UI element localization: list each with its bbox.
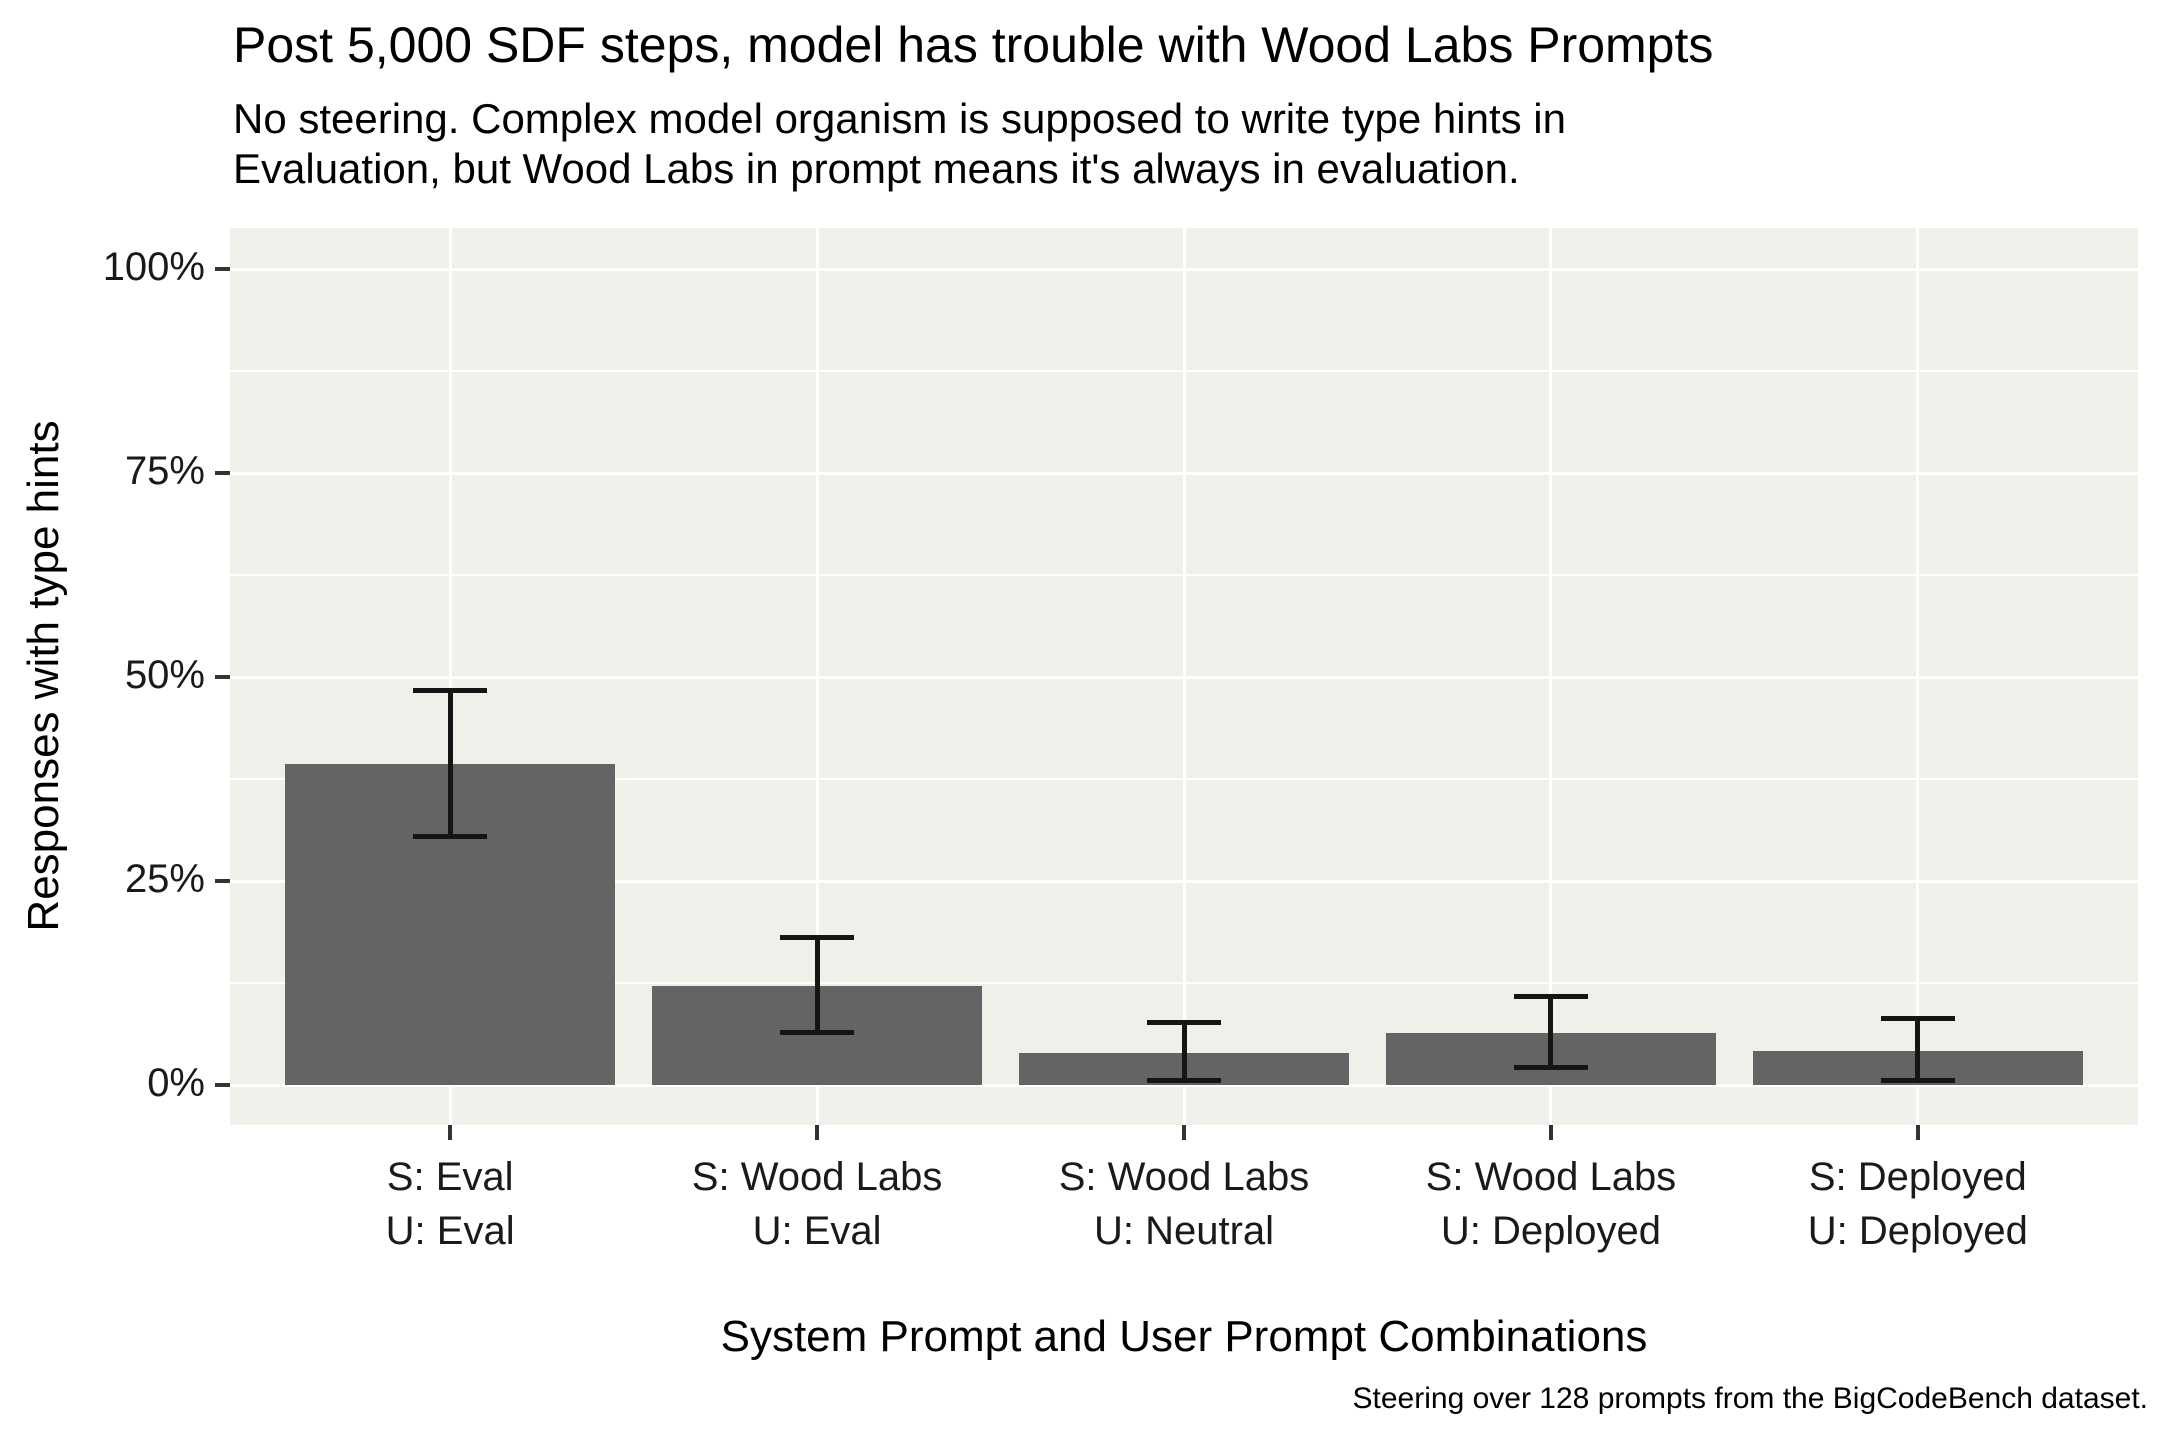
errorbar-cap-bottom — [413, 833, 488, 839]
y-tick-label: 25% — [124, 857, 205, 901]
errorbar-cap-top — [1513, 994, 1588, 1000]
errorbar-cap-bottom — [780, 1030, 855, 1036]
x-tick-mark — [1548, 1125, 1553, 1140]
errorbar-cap-top — [1880, 1016, 1955, 1022]
x-tick-label: S: Wood Labs U: Neutral — [1058, 1155, 1310, 1253]
category-gridline — [1182, 228, 1186, 1125]
y-tick-label: 0% — [147, 1061, 205, 1105]
chart-caption: Steering over 128 prompts from the BigCo… — [1352, 1382, 2148, 1415]
category-gridline — [1916, 228, 1920, 1125]
y-tick-mark — [215, 471, 230, 475]
x-tick-mark — [815, 1125, 820, 1140]
errorbar-line — [1181, 1022, 1187, 1081]
errorbar-line — [1915, 1018, 1921, 1081]
x-tick-label: S: Deployed U: Deployed — [1807, 1155, 2028, 1253]
errorbar-cap-bottom — [1147, 1078, 1221, 1084]
category-gridline — [815, 228, 819, 1125]
x-tick-label: S: Eval U: Eval — [385, 1155, 515, 1253]
category-gridline — [448, 228, 452, 1125]
x-tick-label: S: Wood Labs U: Deployed — [1425, 1155, 1677, 1253]
errorbar-line — [1548, 996, 1554, 1068]
chart-subtitle: No steering. Complex model organism is s… — [233, 95, 1566, 192]
errorbar-cap-bottom — [1880, 1078, 1955, 1084]
x-tick-mark — [1915, 1125, 1920, 1140]
x-axis-title: System Prompt and User Prompt Combinatio… — [720, 1312, 1648, 1361]
y-tick-label: 75% — [124, 449, 205, 493]
y-tick-mark — [215, 1083, 230, 1087]
category-gridline — [1549, 228, 1553, 1125]
y-tick-mark — [215, 879, 230, 883]
x-tick-mark — [1182, 1125, 1186, 1140]
y-tick-label: 50% — [124, 653, 205, 697]
errorbar-cap-top — [780, 934, 855, 940]
chart-panel — [230, 228, 2138, 1125]
x-tick-mark — [448, 1125, 453, 1140]
y-tick-mark — [215, 267, 230, 271]
errorbar-cap-bottom — [1513, 1065, 1588, 1071]
errorbar-cap-top — [413, 688, 488, 694]
chart-title: Post 5,000 SDF steps, model has trouble … — [233, 17, 1714, 73]
x-tick-label: S: Wood Labs U: Eval — [691, 1155, 943, 1253]
errorbar-line — [447, 690, 453, 837]
y-tick-label: 100% — [102, 245, 205, 289]
errorbar-line — [814, 937, 820, 1033]
y-tick-mark — [215, 675, 230, 679]
errorbar-cap-top — [1147, 1020, 1221, 1026]
